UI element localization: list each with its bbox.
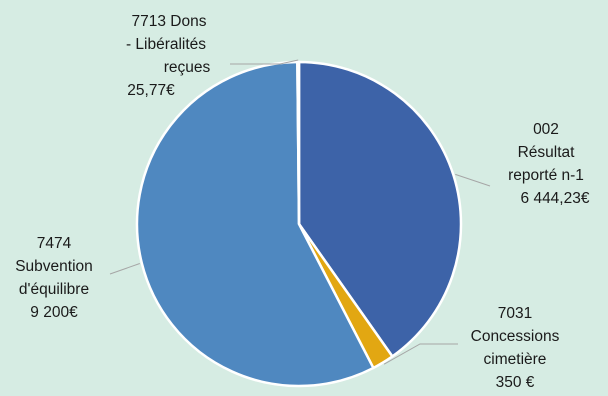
slice-name-line: d'équilibre <box>18 281 90 298</box>
slice-label-7474: 7474 Subvention d'équilibre 9 200€ <box>4 232 104 324</box>
slice-name-line: Subvention <box>15 258 93 275</box>
leader-line-7031 <box>383 343 458 365</box>
slice-label-7713: 7713 Dons - Libéralités reçues 25,77€ <box>104 10 234 102</box>
slice-label-002: 002 Résultat reporté n-1 6 444,23€ <box>496 118 596 210</box>
slice-value: 9 200€ <box>30 304 78 321</box>
slice-name-line: cimetière <box>483 351 547 368</box>
slice-code: 7474 <box>36 235 72 252</box>
slice-name-line: Concessions <box>470 328 560 345</box>
slice-name-line: reporté n-1 <box>508 167 584 184</box>
slice-code: 7031 <box>497 305 533 322</box>
pie-slice-7713 <box>296 60 301 226</box>
leader-line-7474 <box>109 263 140 275</box>
pie-slice-002 <box>297 60 463 358</box>
slice-name-line: - Libéralités <box>125 36 207 53</box>
pie-slice-7474 <box>135 60 375 388</box>
leader-line-7713 <box>230 59 299 65</box>
slice-code: 7713 Dons <box>131 13 207 30</box>
leader-line-002 <box>455 173 491 187</box>
slice-value: 25,77€ <box>127 82 175 99</box>
slice-name-line: Résultat <box>517 144 575 161</box>
slice-value: 6 444,23€ <box>520 190 590 207</box>
slice-label-7031: 7031 Concessions cimetière 350 € <box>455 302 575 394</box>
slice-name-line: reçues <box>163 59 211 76</box>
slice-code: 002 <box>533 121 559 138</box>
slice-value: 350 € <box>495 374 535 391</box>
